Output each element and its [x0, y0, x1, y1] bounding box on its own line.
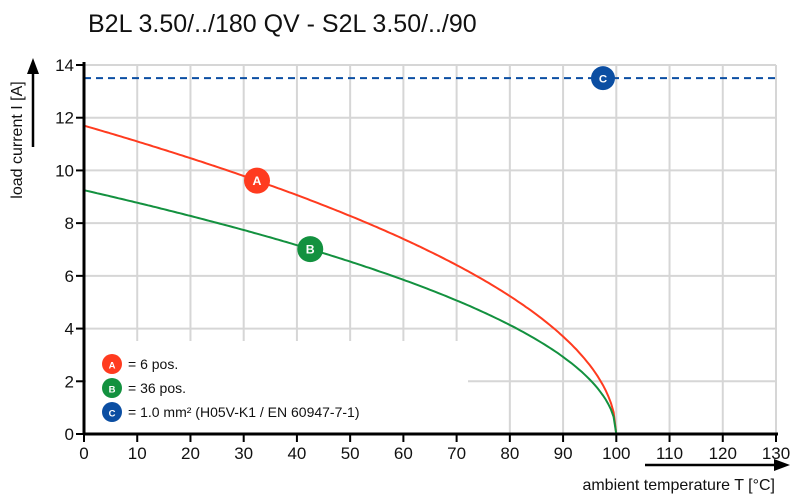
- x-tick-label: 30: [234, 444, 253, 463]
- y-tick-label: 10: [55, 161, 74, 180]
- x-tick-label: 20: [181, 444, 200, 463]
- y-arrowhead-icon: [27, 58, 39, 74]
- legend-badge-C-letter: C: [109, 409, 116, 420]
- x-tick-label: 130: [762, 444, 790, 463]
- legend-text-A: = 6 pos.: [128, 356, 178, 372]
- chart-title: B2L 3.50/../180 QV - S2L 3.50/../90: [88, 10, 477, 38]
- series-A-line: [83, 124, 618, 435]
- series-C-marker-circle: [591, 66, 615, 91]
- y-tick-label: 6: [65, 267, 74, 286]
- series-A-marker-circle: [244, 167, 270, 194]
- y-tick-label: 0: [65, 425, 74, 444]
- x-tick-label: 50: [341, 444, 360, 463]
- legend: A = 6 pos. B = 36 pos. C = 1.0 mm² (H05V-K1 /…: [102, 354, 360, 422]
- y-tick-label: 14: [55, 56, 74, 75]
- x-tick-label: 120: [709, 444, 737, 463]
- x-tick-label: 10: [128, 444, 147, 463]
- x-axis-label: ambient temperature T [°C]: [582, 477, 775, 494]
- x-tick-label: 0: [79, 444, 88, 463]
- legend-badge-B-letter: B: [109, 385, 116, 396]
- y-axis-label: load current I [A]: [9, 81, 26, 198]
- y-tick-label: 8: [65, 214, 74, 233]
- x-tick-label: 100: [602, 444, 630, 463]
- legend-badge-C-circle: [102, 402, 122, 422]
- y-tick-label: 4: [65, 320, 74, 339]
- series-A-marker-letter: A: [253, 174, 262, 188]
- series-B-marker-letter: B: [306, 243, 315, 257]
- y-tick-label: 12: [55, 109, 74, 128]
- series-C-marker-letter: C: [599, 74, 607, 86]
- legend-badge-B-circle: [102, 378, 122, 398]
- y-tick-label: 2: [65, 372, 74, 391]
- x-tick-label: 40: [287, 444, 306, 463]
- series-B-marker-circle: [297, 236, 324, 263]
- x-tick-label: 80: [500, 444, 519, 463]
- x-arrowhead-icon: [774, 459, 790, 471]
- legend-text-B: = 36 pos.: [128, 380, 186, 396]
- legend-badge-A-circle: [102, 354, 122, 374]
- x-tick-label: 60: [394, 444, 413, 463]
- legend-text-C: = 1.0 mm² (H05V-K1 / EN 60947-7-1): [128, 404, 360, 420]
- x-tick-label: 110: [656, 444, 683, 463]
- x-tick-label: 70: [447, 444, 466, 463]
- legend-background: [86, 341, 468, 433]
- legend-badge-A-letter: A: [109, 361, 116, 372]
- x-tick-label: 90: [554, 444, 573, 463]
- series-B-line: [83, 189, 618, 435]
